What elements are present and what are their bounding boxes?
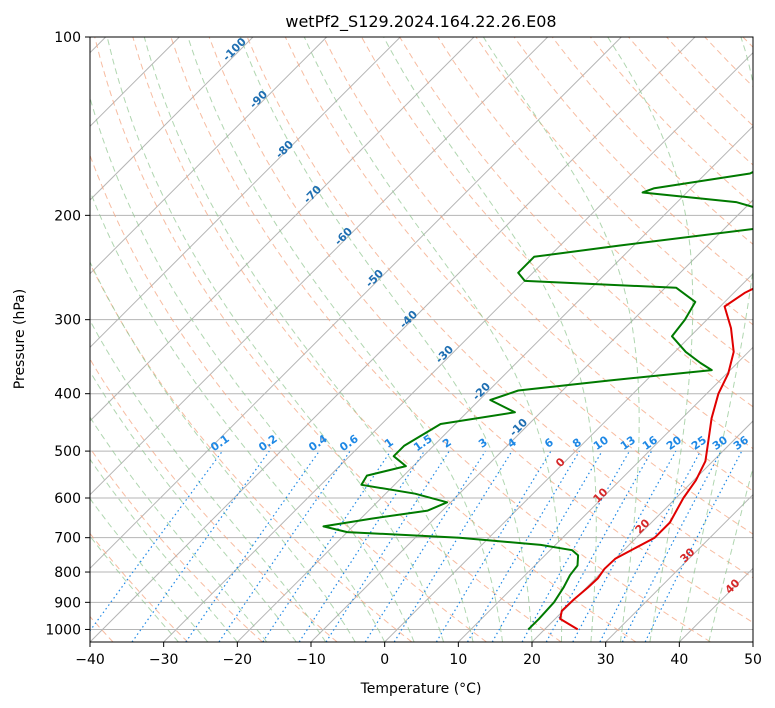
y-tick-label: 600: [54, 491, 81, 507]
mixing-ratio-lines: [90, 450, 743, 642]
dry-adiabat-line: [284, 37, 753, 535]
mixing-ratio-line: [298, 450, 425, 642]
y-tick-label: 200: [54, 208, 81, 224]
moist-adiabat-line: [678, 37, 753, 642]
isotherm-line: [90, 37, 475, 422]
y-tick-label: 300: [54, 313, 81, 329]
moist-adiabat-line: [143, 37, 474, 642]
y-tick-label: 500: [54, 444, 81, 460]
isotherm-line: [90, 37, 254, 201]
isotherm-line: [90, 37, 549, 496]
x-tick-label: 0: [380, 652, 389, 668]
dry-adiabat-line: [246, 37, 753, 579]
moist-adiabat-line: [90, 96, 415, 642]
moist-adiabat-line: [607, 37, 694, 642]
dry-adiabats: [90, 37, 753, 642]
moist-adiabat-line: [708, 466, 753, 642]
isotherm-line: [163, 51, 753, 642]
x-tick-label: −30: [149, 652, 179, 668]
mixing-ratio-line: [393, 450, 513, 642]
moist-adiabats: [90, 37, 753, 642]
x-tick-label: 40: [670, 652, 688, 668]
dry-adiabat-line: [90, 358, 338, 642]
dry-adiabat-line: [208, 37, 753, 624]
mixing-ratio-line: [599, 450, 702, 642]
isotherm-line: [90, 37, 328, 275]
x-axis-ticks: −40 −30 −20 −10 0 10 20 30 40 50: [75, 642, 762, 668]
mixing-ratio-line: [364, 450, 486, 642]
isotherm-line: [90, 37, 622, 570]
dewpoint-profile: [322, 170, 753, 631]
x-tick-label: 20: [523, 652, 541, 668]
x-tick-label: 50: [744, 652, 762, 668]
mixing-ratio-line: [185, 450, 320, 642]
dry-adiabat-line: [94, 37, 562, 642]
x-tick-label: 10: [449, 652, 467, 668]
dry-adiabat-line: [323, 37, 753, 492]
x-axis-label: Temperature (°C): [360, 681, 482, 697]
dry-adiabat-line: [170, 37, 711, 642]
dry-adiabat-line: [475, 37, 753, 326]
isotherm-line: [90, 37, 696, 642]
moist-adiabat-line: [90, 260, 356, 642]
temperature-profile: [559, 287, 753, 631]
plot-frame: [89, 36, 754, 643]
y-tick-label: 100: [54, 30, 81, 46]
y-tick-label: 700: [54, 531, 81, 547]
moist-adiabat-line: [90, 189, 386, 642]
x-tick-label: −10: [296, 652, 326, 668]
moist-adiabat-line: [303, 37, 563, 642]
moist-adiabat-line: [106, 37, 445, 642]
chart-title: wetPf2_S129.2024.164.22.26.E08: [285, 12, 556, 32]
mixing-ratio-line: [218, 450, 351, 642]
isotherm-line: [236, 125, 753, 642]
x-tick-label: −40: [75, 652, 105, 668]
mixing-ratio-line: [466, 450, 580, 642]
x-tick-label: 30: [597, 652, 615, 668]
y-tick-label: 800: [54, 565, 81, 581]
moist-adiabat-line: [90, 319, 327, 642]
x-tick-label: −20: [223, 652, 253, 668]
isobar-grid: [90, 37, 753, 630]
moist-adiabat-line: [90, 370, 297, 642]
dry-adiabat-line: [90, 447, 263, 642]
sounding-profiles: [322, 170, 753, 631]
moist-adiabat-line: [90, 416, 268, 642]
isotherm-line: [384, 272, 753, 642]
y-axis-label: Pressure (hPa): [12, 289, 28, 389]
moist-adiabat-line: [239, 37, 533, 642]
mixing-ratio-line: [262, 450, 392, 642]
moist-adiabat-line: [482, 37, 640, 642]
isotherm-line: [531, 420, 753, 642]
isotherm-grid: [90, 37, 753, 642]
y-tick-label: 1000: [45, 622, 81, 638]
isotherm-line: [310, 199, 753, 642]
mixing-ratio-line: [325, 450, 450, 642]
y-tick-label: 400: [54, 387, 81, 403]
y-tick-label: 900: [54, 595, 81, 611]
y-axis-ticks: 100 200 300 400 500 600 700 800 900 1000: [45, 30, 90, 638]
mixing-ratio-line: [435, 450, 552, 642]
moist-adiabat-line: [90, 458, 238, 642]
dry-adiabat-line: [513, 37, 753, 285]
mixing-ratio-line: [572, 450, 677, 642]
isotherm-line: [90, 37, 401, 349]
moist-adiabat-line: [187, 37, 503, 642]
isotherm-line: [605, 493, 753, 642]
